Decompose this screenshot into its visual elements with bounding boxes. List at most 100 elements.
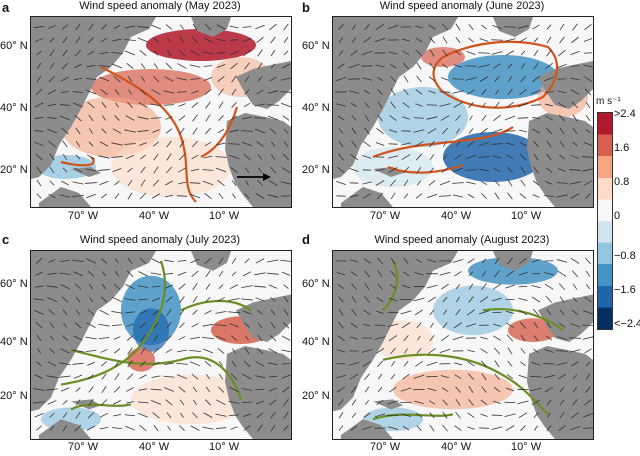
- wind-vector: [351, 127, 357, 135]
- wind-vector: [269, 399, 277, 406]
- wind-vector: [124, 25, 136, 29]
- wind-vector: [244, 167, 250, 173]
- wind-vector: [179, 425, 185, 432]
- wind-vector: [257, 424, 263, 432]
- wind-vector: [215, 167, 227, 173]
- wind-vector: [36, 50, 42, 56]
- land-mass: [333, 251, 458, 412]
- wind-vector: [76, 309, 80, 315]
- wind-vector: [455, 411, 461, 419]
- wind-vector: [546, 322, 552, 328]
- wind-vector: [189, 64, 201, 68]
- wind-vector: [270, 411, 276, 419]
- lon-tick-40-b: 40° W: [441, 210, 472, 222]
- wind-vector: [241, 298, 253, 301]
- wind-vector: [127, 76, 133, 82]
- wind-vector: [558, 374, 566, 380]
- wind-vector: [507, 360, 513, 367]
- wind-vector: [558, 49, 566, 57]
- wind-vector: [582, 168, 593, 172]
- wind-vector: [230, 166, 238, 174]
- wind-vector: [281, 271, 291, 276]
- wind-vector: [584, 23, 592, 31]
- wind-vector: [152, 179, 160, 187]
- wind-vector: [74, 63, 82, 69]
- wind-vector: [268, 375, 278, 378]
- wind-vector: [203, 412, 213, 418]
- wind-vector: [559, 127, 565, 135]
- wind-vector: [338, 23, 344, 31]
- wind-vector: [481, 373, 487, 381]
- wind-vector: [452, 259, 464, 263]
- wind-vector: [88, 386, 94, 393]
- wind-vector: [202, 180, 214, 186]
- wind-vector: [35, 271, 43, 276]
- wind-vector: [478, 64, 490, 68]
- wind-vector: [228, 154, 240, 160]
- wind-vector: [361, 50, 373, 56]
- wind-vector: [545, 62, 553, 70]
- wind-vector: [442, 296, 448, 303]
- wind-vector: [113, 386, 121, 393]
- wind-vector: [375, 142, 385, 146]
- wind-vector: [377, 270, 383, 278]
- wind-vector: [426, 361, 438, 366]
- wind-vector: [242, 37, 252, 43]
- wind-vector: [126, 373, 134, 380]
- wind-vector: [151, 375, 161, 378]
- wind-vector: [138, 388, 148, 391]
- wind-vector: [167, 425, 171, 431]
- wind-vector: [468, 102, 474, 108]
- significance-contour: [382, 260, 399, 312]
- wind-vector: [456, 128, 460, 134]
- wind-vector: [48, 309, 56, 316]
- wind-vector: [362, 77, 372, 81]
- wind-vector: [361, 349, 373, 353]
- wind-vector: [85, 182, 97, 184]
- wind-vector: [585, 284, 591, 290]
- wind-vector: [572, 270, 578, 278]
- wind-vector: [124, 414, 136, 417]
- wind-vector: [230, 426, 238, 430]
- wind-vector: [415, 360, 423, 367]
- wind-vector: [190, 425, 200, 431]
- wind-vector: [229, 322, 239, 328]
- wind-vector: [153, 153, 159, 161]
- wind-vector: [270, 36, 276, 44]
- wind-vector: [61, 127, 69, 135]
- wind-vector: [506, 322, 514, 328]
- wind-vector: [364, 283, 370, 291]
- wind-vector: [480, 127, 488, 135]
- wind-vector: [75, 127, 81, 135]
- panel-title-a: Wind speed anomaly (May 2023): [79, 0, 241, 12]
- wind-vector: [268, 387, 278, 392]
- wind-vector: [33, 388, 45, 391]
- wind-vector: [112, 296, 122, 303]
- wind-vector: [455, 398, 461, 406]
- wind-vector: [338, 412, 344, 419]
- wind-vector: [216, 52, 226, 54]
- wind-vector: [268, 284, 278, 289]
- wind-vector: [506, 154, 514, 160]
- wind-vector: [440, 335, 450, 342]
- wind-vector: [520, 75, 526, 83]
- wind-vector: [570, 89, 580, 95]
- wind-vector: [216, 64, 226, 68]
- wind-vector: [34, 102, 44, 108]
- wind-vector: [141, 76, 145, 82]
- land-mass: [236, 294, 291, 343]
- wind-vector: [518, 374, 528, 379]
- wind-vector: [390, 374, 396, 380]
- wind-vector: [267, 90, 279, 94]
- wind-vector: [336, 374, 346, 379]
- wind-vector: [205, 127, 211, 135]
- wind-vector: [165, 296, 173, 303]
- wind-vector: [152, 141, 160, 147]
- wind-vector: [267, 272, 279, 275]
- wind-vector: [267, 259, 279, 263]
- wind-vector: [390, 101, 396, 109]
- wind-vector: [75, 387, 81, 392]
- wind-vector: [403, 179, 409, 187]
- wind-vector: [87, 361, 95, 366]
- wind-vector: [49, 166, 55, 174]
